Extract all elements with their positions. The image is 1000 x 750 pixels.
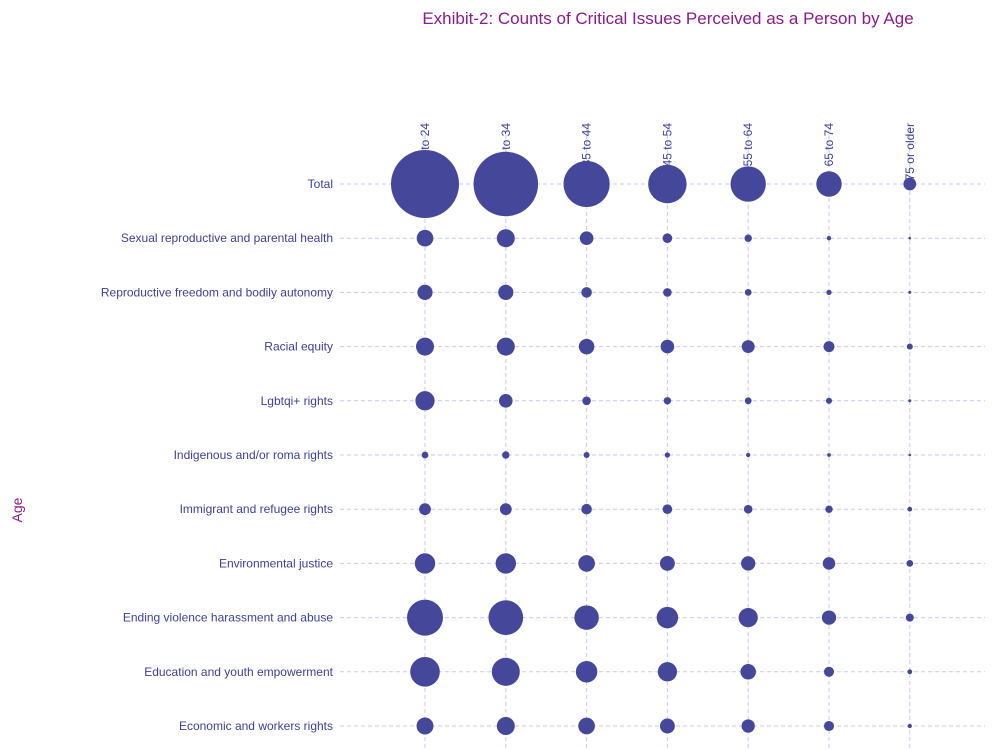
bubble-point: [648, 164, 687, 204]
x-tick-label: 65 to 74: [822, 123, 836, 167]
bubble-point: [741, 340, 755, 354]
bubble-point: [903, 177, 917, 191]
bubble-point: [581, 287, 592, 298]
bubble-point: [816, 171, 842, 197]
y-tick-label: Education and youth empowerment: [144, 665, 333, 679]
bubble-point: [740, 664, 756, 680]
bubble-point: [410, 656, 440, 687]
y-tick-label: Indigenous and/or roma rights: [174, 448, 333, 462]
bubble-point: [659, 555, 675, 571]
bubble-point: [659, 718, 675, 734]
bubble-point: [906, 560, 914, 567]
bubble-point: [563, 160, 610, 208]
bubble-point: [417, 284, 433, 300]
bubble-point: [407, 599, 443, 636]
bubble-point: [908, 290, 912, 294]
bubble-point: [730, 166, 766, 202]
bubble-layer: [391, 150, 917, 735]
bubble-point: [907, 506, 913, 512]
bubble-point: [574, 605, 599, 630]
bubble-point: [826, 289, 832, 296]
bubble-point: [826, 236, 832, 241]
bubble-point: [496, 337, 515, 356]
x-tick-label: 55 to 64: [741, 123, 755, 167]
bubble-point: [416, 717, 434, 735]
y-tick-label: Environmental justice: [219, 556, 333, 570]
x-tick-label: 35 to 44: [580, 123, 594, 167]
bubble-point: [488, 600, 524, 635]
bubble-point: [391, 150, 459, 218]
y-tick-label: Immigrant and refugee rights: [180, 502, 333, 516]
y-tick-label: Ending violence harassment and abuse: [123, 611, 333, 625]
y-tick-label: Sexual reproductive and parental health: [121, 231, 333, 245]
x-tick-label: 45 to 54: [660, 123, 674, 167]
bubble-point: [662, 233, 673, 244]
bubble-point: [823, 666, 835, 677]
bubble-point: [738, 607, 758, 628]
bubble-point: [578, 555, 595, 572]
bubble-point: [908, 236, 912, 240]
y-tick-label: Racial equity: [264, 340, 333, 354]
y-tick-labels: Total Sexual reproductive and parental he…: [101, 177, 334, 733]
bubble-point: [575, 661, 598, 683]
bubble-point: [822, 557, 836, 570]
bubble-point: [578, 717, 595, 735]
bubble-point: [744, 289, 752, 296]
bubble-point: [746, 452, 751, 458]
bubble-point: [581, 503, 592, 515]
bubble-point: [473, 151, 539, 217]
bubble-point: [579, 231, 594, 245]
bubble-point: [908, 453, 912, 457]
bubble-point: [905, 613, 914, 622]
bubble-point: [499, 394, 513, 408]
bubble-point: [825, 505, 833, 513]
bubble-point: [416, 337, 434, 356]
bubble-point: [664, 452, 671, 458]
bubble-point: [663, 288, 672, 297]
bubble-point: [662, 504, 673, 515]
y-axis-label: Age: [9, 497, 25, 522]
bubble-point: [907, 723, 912, 729]
y-tick-label: Lgbtqi+ rights: [261, 394, 333, 408]
bubble-point: [498, 284, 514, 300]
bubble-point: [414, 553, 436, 574]
bubble-point: [657, 662, 678, 682]
bubble-point: [908, 399, 912, 403]
bubble-point: [419, 503, 431, 516]
bubble-point: [491, 657, 520, 686]
bubble-point: [825, 397, 833, 404]
chart-title: Exhibit-2: Counts of Critical Issues Per…: [422, 9, 913, 28]
bubble-point: [823, 720, 835, 732]
bubble-point: [827, 453, 831, 457]
y-tick-label: Reproductive freedom and bodily autonomy: [101, 285, 333, 299]
bubble-point: [744, 234, 752, 242]
bubble-point: [578, 338, 595, 355]
x-tick-label: 75 or older: [903, 123, 917, 180]
bubble-point: [495, 553, 516, 574]
bubble-point: [741, 556, 756, 571]
bubble-point: [663, 397, 672, 405]
bubble-point: [496, 229, 515, 248]
bubble-point: [656, 606, 679, 629]
bubble-point: [741, 719, 755, 733]
bubble-point: [906, 343, 913, 350]
grid-layer: [340, 128, 985, 750]
bubble-point: [415, 391, 435, 411]
bubble-point: [496, 717, 515, 735]
bubble-point: [499, 503, 512, 516]
y-tick-label: Economic and workers rights: [179, 719, 333, 733]
bubble-point: [582, 396, 591, 406]
bubble-point: [907, 669, 913, 675]
bubble-point: [823, 341, 835, 353]
bubble-point: [583, 451, 590, 459]
bubble-point: [821, 610, 837, 625]
bubble-point: [744, 397, 752, 405]
bubble-point: [743, 504, 753, 514]
bubble-point: [502, 451, 510, 459]
bubble-point: [421, 451, 429, 459]
bubble-point: [660, 339, 675, 354]
bubble-point: [416, 229, 434, 247]
y-tick-label: Total: [308, 177, 333, 191]
